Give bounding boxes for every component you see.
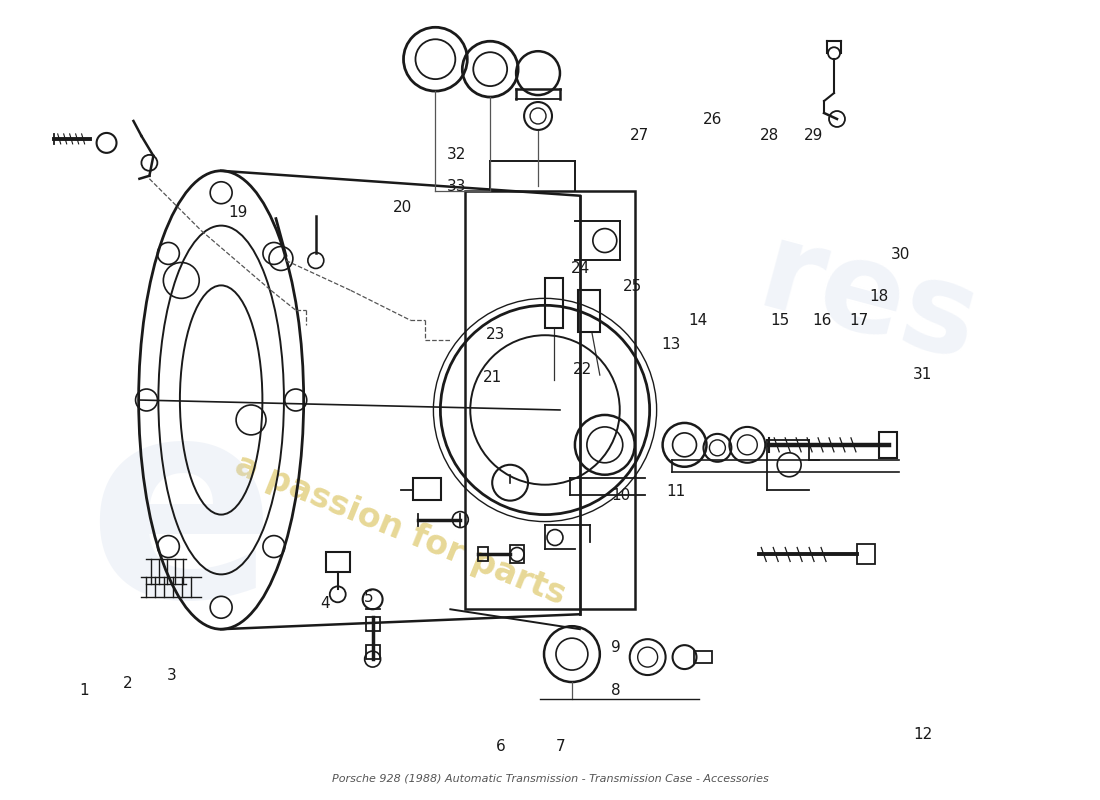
Text: 22: 22: [573, 362, 593, 378]
Text: 19: 19: [228, 205, 248, 220]
Bar: [326, 553, 350, 572]
Text: 2: 2: [123, 675, 133, 690]
Text: 11: 11: [667, 484, 685, 499]
Text: 5: 5: [364, 590, 374, 606]
Text: 9: 9: [610, 640, 620, 654]
Text: 12: 12: [913, 727, 933, 742]
Text: 4: 4: [320, 596, 330, 610]
Text: 23: 23: [485, 327, 505, 342]
Bar: [578, 290, 600, 332]
Text: 25: 25: [623, 279, 641, 294]
Bar: [365, 618, 380, 631]
Text: 10: 10: [612, 488, 631, 503]
Bar: [510, 546, 524, 563]
Text: 17: 17: [849, 313, 869, 328]
Text: 18: 18: [869, 289, 889, 304]
Text: 24: 24: [571, 261, 591, 276]
Text: 26: 26: [703, 112, 722, 127]
Text: 21: 21: [483, 370, 503, 385]
Text: 20: 20: [393, 199, 411, 214]
Text: 8: 8: [610, 683, 620, 698]
Text: 16: 16: [812, 313, 832, 328]
Text: 30: 30: [891, 247, 911, 262]
Text: 15: 15: [771, 313, 790, 328]
Text: 14: 14: [689, 313, 707, 328]
Bar: [478, 547, 488, 562]
Bar: [544, 278, 563, 328]
Bar: [465, 190, 635, 610]
Text: 1: 1: [79, 683, 89, 698]
Text: 3: 3: [167, 667, 177, 682]
Text: 7: 7: [557, 739, 565, 754]
Text: 29: 29: [803, 128, 823, 143]
Text: 13: 13: [661, 337, 680, 352]
Text: 33: 33: [447, 179, 466, 194]
Text: a passion for parts: a passion for parts: [230, 448, 571, 611]
Text: res: res: [747, 214, 991, 387]
Text: 31: 31: [913, 367, 933, 382]
Text: 27: 27: [630, 128, 649, 143]
Bar: [879, 432, 896, 458]
Bar: [694, 651, 713, 663]
Bar: [365, 645, 380, 659]
Text: e: e: [87, 385, 275, 654]
Bar: [414, 478, 441, 500]
Text: 28: 28: [760, 128, 779, 143]
Text: Porsche 928 (1988) Automatic Transmission - Transmission Case - Accessories: Porsche 928 (1988) Automatic Transmissio…: [331, 774, 769, 784]
Text: 32: 32: [447, 147, 466, 162]
Bar: [857, 545, 874, 565]
Text: 6: 6: [496, 739, 506, 754]
